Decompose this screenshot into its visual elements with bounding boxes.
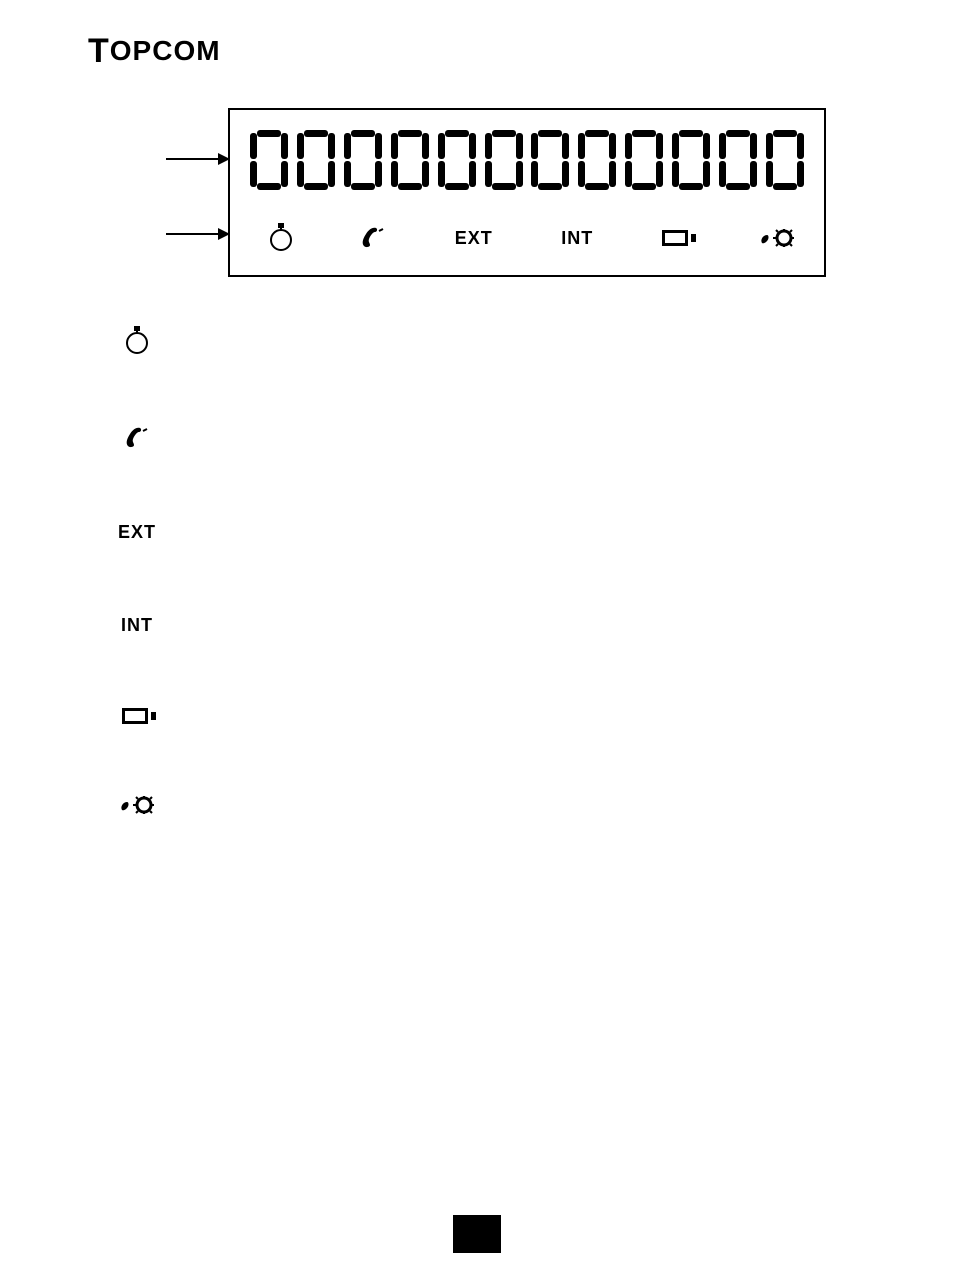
legend-item-battery: [112, 708, 866, 724]
lcd-digit: [438, 130, 476, 190]
battery-icon: [122, 708, 152, 724]
lcd-digit: [766, 130, 804, 190]
brand-logo: TOPCOM: [88, 34, 866, 68]
lcd-digit: [672, 130, 710, 190]
handset-icon: [124, 426, 150, 450]
lcd-digit: [531, 130, 569, 190]
brand-rest: OPCOM: [110, 35, 221, 66]
lcd-digit: [625, 130, 663, 190]
ext-indicator: EXT: [455, 228, 493, 249]
lcd-digit: [297, 130, 335, 190]
lcd-digit: [391, 130, 429, 190]
lcd-screen: EXT INT: [228, 108, 826, 277]
legend-item-int: INT: [112, 615, 866, 636]
legend-item-lock-gear: [112, 796, 866, 814]
lcd-digit: [344, 130, 382, 190]
stopwatch-icon: [270, 225, 292, 251]
legend-item-handset: [112, 426, 866, 450]
int-indicator: INT: [561, 228, 593, 249]
brand-initial: T: [88, 32, 110, 70]
battery-icon: [662, 230, 692, 246]
lcd-digit: [250, 130, 288, 190]
arrow-to-indicators: [166, 233, 228, 235]
lcd-digit: [719, 130, 757, 190]
lcd-diagram: EXT INT: [128, 108, 866, 298]
page: TOPCOM EXT INT: [0, 0, 954, 1273]
lcd-digit: [578, 130, 616, 190]
stopwatch-icon: [126, 328, 148, 354]
legend-list: EXT INT: [112, 328, 866, 814]
legend-item-stopwatch: [112, 328, 866, 354]
arrow-to-digits: [166, 158, 228, 160]
int-label: INT: [121, 615, 153, 636]
ext-label: EXT: [118, 522, 156, 543]
page-number-box: [453, 1215, 501, 1253]
handset-icon: [360, 226, 386, 250]
lcd-indicator-row: EXT INT: [270, 225, 794, 251]
lock-gear-icon: [760, 229, 794, 247]
lock-gear-icon: [120, 796, 154, 814]
legend-item-ext: EXT: [112, 522, 866, 543]
lcd-digit: [485, 130, 523, 190]
lcd-digits-row: [250, 130, 804, 190]
